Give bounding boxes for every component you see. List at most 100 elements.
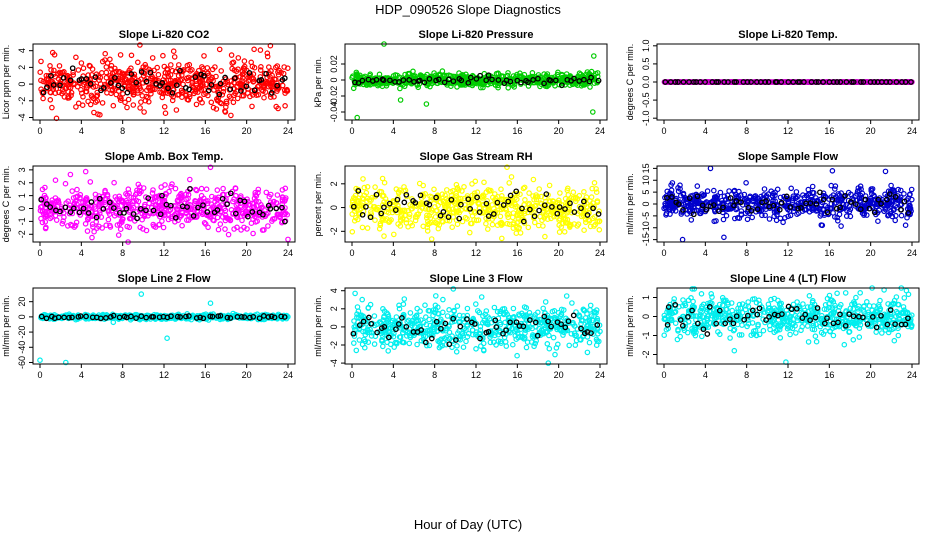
data-point bbox=[888, 182, 894, 189]
data-point bbox=[558, 71, 565, 78]
data-point bbox=[550, 198, 557, 205]
data-point bbox=[108, 90, 114, 97]
data-point bbox=[214, 214, 221, 221]
data-point bbox=[185, 201, 191, 207]
data-point-black bbox=[246, 70, 253, 76]
data-point-black bbox=[106, 199, 113, 206]
data-point-black bbox=[858, 79, 864, 85]
data-point-black bbox=[776, 206, 783, 213]
panel-title: Slope Gas Stream RH bbox=[419, 151, 532, 163]
data-point bbox=[359, 224, 366, 231]
data-point bbox=[239, 68, 246, 75]
data-point bbox=[102, 50, 109, 57]
data-point bbox=[132, 191, 139, 198]
data-point bbox=[105, 216, 112, 223]
data-point-black bbox=[448, 196, 455, 203]
data-point-black bbox=[489, 76, 495, 83]
data-point-black bbox=[541, 80, 547, 87]
data-point-black bbox=[62, 204, 69, 211]
data-point bbox=[117, 52, 124, 58]
data-point-black bbox=[157, 211, 164, 218]
data-point bbox=[511, 84, 518, 90]
data-point-black bbox=[227, 86, 234, 93]
x-tick-label: 8 bbox=[120, 370, 125, 380]
data-point-black bbox=[905, 210, 912, 216]
data-point bbox=[543, 212, 550, 218]
data-point-black bbox=[783, 193, 790, 200]
data-point bbox=[164, 66, 170, 72]
data-point bbox=[379, 215, 386, 222]
data-point bbox=[159, 94, 166, 101]
data-point-black bbox=[143, 78, 150, 85]
data-point bbox=[738, 212, 745, 218]
x-tick-label: 12 bbox=[783, 126, 793, 136]
data-point bbox=[588, 68, 595, 75]
data-point bbox=[274, 192, 281, 198]
data-point bbox=[381, 179, 388, 186]
x-tick-label: 24 bbox=[283, 248, 293, 258]
data-point bbox=[131, 74, 138, 81]
data-point bbox=[73, 104, 79, 110]
data-point bbox=[238, 82, 244, 89]
data-point bbox=[372, 217, 378, 224]
data-point-black bbox=[715, 79, 722, 85]
data-point-black bbox=[110, 205, 117, 211]
data-point bbox=[360, 176, 366, 182]
data-point bbox=[240, 75, 246, 81]
data-point bbox=[416, 81, 423, 87]
data-point bbox=[137, 105, 143, 111]
data-point-black bbox=[733, 79, 740, 85]
data-point bbox=[74, 186, 80, 193]
data-points bbox=[37, 42, 291, 122]
data-point-black bbox=[267, 205, 274, 212]
data-point-black bbox=[778, 199, 785, 206]
data-point bbox=[869, 204, 876, 211]
data-point-black bbox=[817, 189, 823, 196]
y-axis-label: degrees C per min. bbox=[1, 166, 11, 243]
data-point bbox=[485, 187, 492, 193]
data-point bbox=[281, 211, 288, 218]
data-point-black bbox=[406, 77, 413, 83]
data-point-black bbox=[710, 202, 717, 208]
data-point bbox=[424, 228, 431, 234]
data-point-black bbox=[744, 79, 751, 85]
data-point bbox=[130, 204, 137, 211]
data-point-black bbox=[664, 195, 670, 201]
data-point bbox=[455, 195, 462, 202]
data-point-black bbox=[787, 204, 794, 210]
data-point-black bbox=[274, 82, 281, 89]
data-point bbox=[39, 203, 45, 210]
data-point bbox=[267, 191, 274, 198]
data-point bbox=[576, 192, 583, 199]
data-point-black bbox=[507, 192, 514, 199]
data-point bbox=[161, 104, 168, 110]
data-point-black bbox=[669, 194, 675, 200]
data-point bbox=[589, 109, 596, 115]
data-point-black bbox=[359, 77, 366, 84]
data-point bbox=[253, 92, 260, 99]
data-point bbox=[226, 93, 233, 100]
data-point-black bbox=[837, 204, 843, 211]
data-point bbox=[94, 92, 101, 99]
y-tick-label: -0.02 bbox=[329, 86, 339, 107]
data-point-black bbox=[878, 200, 884, 207]
data-point-black bbox=[147, 69, 154, 76]
data-point bbox=[42, 225, 49, 232]
data-point-black bbox=[363, 203, 369, 210]
data-point-black bbox=[195, 204, 201, 211]
data-point bbox=[416, 180, 423, 187]
data-point bbox=[736, 188, 742, 195]
data-point-black bbox=[172, 214, 179, 221]
data-point bbox=[199, 99, 205, 106]
data-point bbox=[137, 224, 144, 231]
data-point bbox=[150, 221, 157, 228]
data-point bbox=[885, 212, 891, 219]
x-tick-label: 24 bbox=[595, 126, 605, 136]
data-point-black bbox=[355, 188, 362, 194]
data-point bbox=[94, 98, 101, 104]
data-point-black bbox=[232, 210, 239, 217]
data-point bbox=[257, 67, 264, 73]
data-point bbox=[231, 226, 237, 232]
data-point bbox=[169, 97, 176, 104]
